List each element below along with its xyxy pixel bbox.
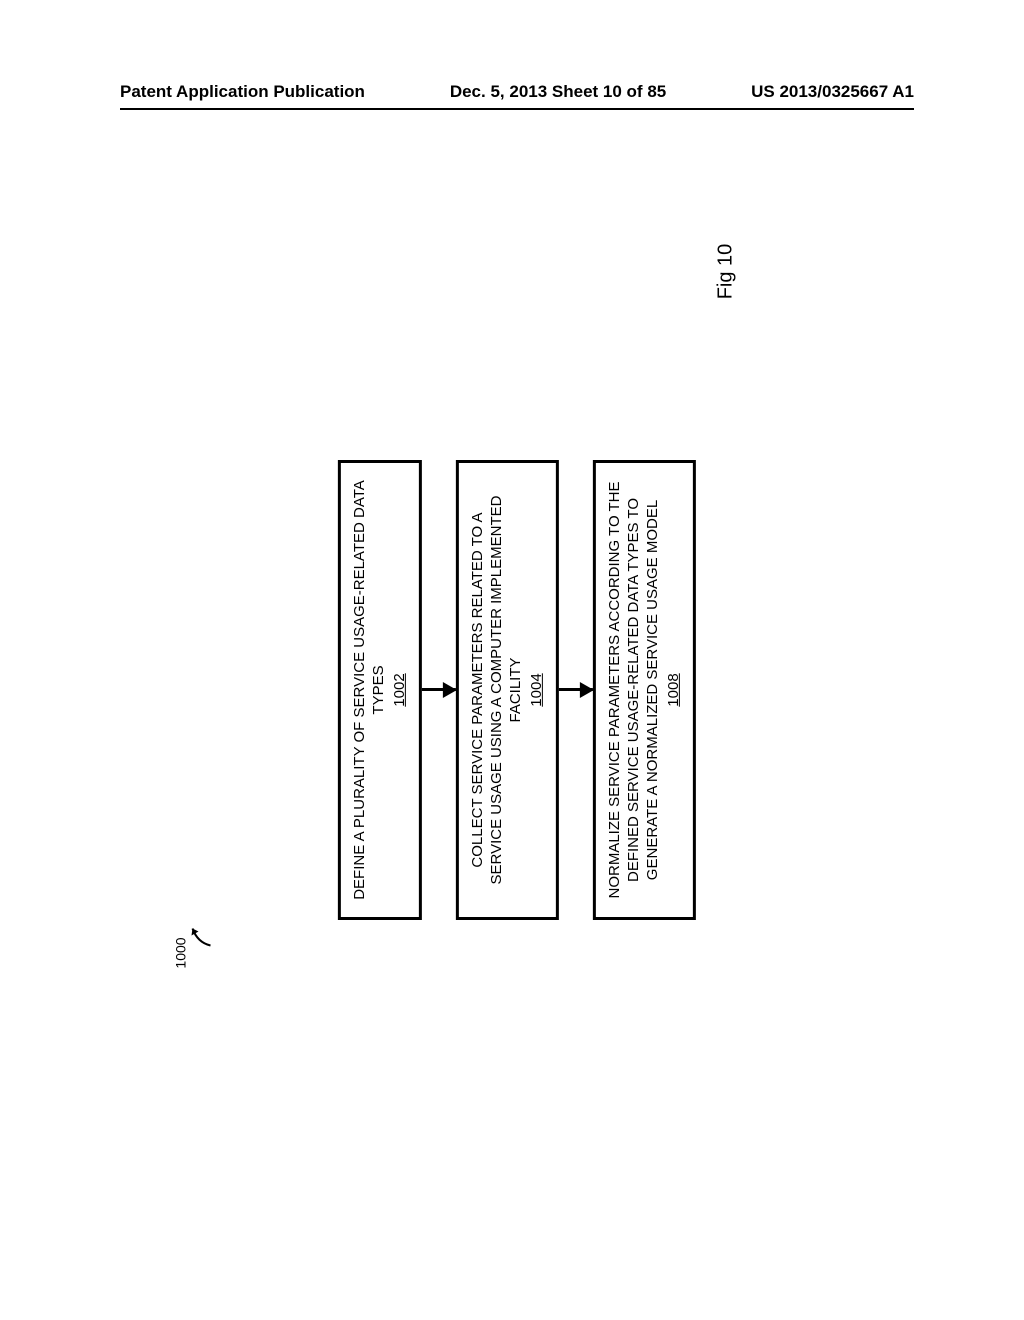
- flow-box-text: COLLECT SERVICE PARAMETERS RELATED TO A …: [469, 496, 524, 885]
- flow-box-ref: 1004: [527, 479, 546, 901]
- header-center: Dec. 5, 2013 Sheet 10 of 85: [450, 82, 666, 102]
- header-left: Patent Application Publication: [120, 82, 365, 102]
- flow-box-text: DEFINE A PLURALITY OF SERVICE USAGE-RELA…: [351, 480, 387, 900]
- flow-arrow: [422, 460, 456, 920]
- header-right: US 2013/0325667 A1: [751, 82, 914, 102]
- flow-box-ref: 1002: [390, 479, 409, 901]
- diagram-area: 1000 Fig 10 DEFINE A PLURALITY OF SERVIC…: [120, 180, 914, 1200]
- flowchart: DEFINE A PLURALITY OF SERVICE USAGE-RELA…: [338, 460, 696, 920]
- flow-box-1004: COLLECT SERVICE PARAMETERS RELATED TO A …: [456, 460, 559, 920]
- flow-box-text: NORMALIZE SERVICE PARAMETERS ACCORDING T…: [606, 481, 661, 898]
- header-rule: [120, 108, 914, 110]
- patent-page: Patent Application Publication Dec. 5, 2…: [0, 0, 1024, 1320]
- diagram-ref-number: 1000: [173, 937, 189, 968]
- flow-box-1002: DEFINE A PLURALITY OF SERVICE USAGE-RELA…: [338, 460, 422, 920]
- page-header: Patent Application Publication Dec. 5, 2…: [120, 82, 914, 102]
- figure-label: Fig 10: [715, 244, 738, 300]
- flow-box-1008: NORMALIZE SERVICE PARAMETERS ACCORDING T…: [593, 460, 696, 920]
- arrow-head-icon: [443, 682, 457, 698]
- ref-arrow-icon: [188, 923, 219, 949]
- flow-arrow: [559, 460, 593, 920]
- flow-box-ref: 1008: [664, 479, 683, 901]
- arrow-head-icon: [580, 682, 594, 698]
